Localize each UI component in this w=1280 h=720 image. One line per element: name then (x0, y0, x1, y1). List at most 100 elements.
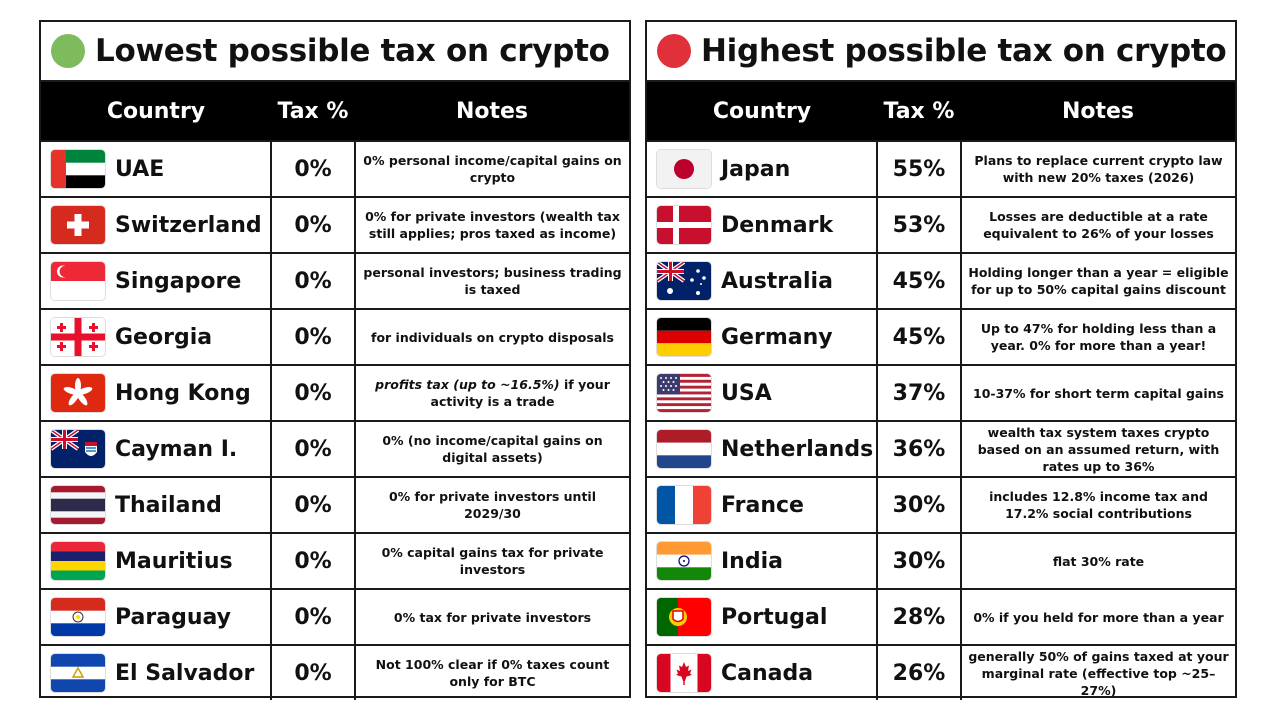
country-cell-content: India (647, 534, 876, 588)
table-row: France 30% includes 12.8% income tax and 1… (647, 476, 1235, 533)
table-row: Portugal 28% 0% if you held for more than … (647, 588, 1235, 645)
country-cell: Switzerland (41, 196, 271, 253)
note-body: Not 100% clear if 0% taxes count only fo… (375, 657, 610, 689)
country-name: India (721, 548, 783, 574)
country-cell-content: Mauritius (41, 534, 270, 588)
table-row: Australia 45% Holding longer than a year =… (647, 252, 1235, 309)
country-name: Switzerland (115, 212, 262, 238)
country-cell: Denmark (647, 196, 877, 253)
table-row: Hong Kong 0% profits tax (up to ~16.5%) if… (41, 364, 629, 421)
country-cell-content: El Salvador (41, 646, 270, 700)
note-text: wealth tax system taxes crypto based on … (960, 420, 1235, 477)
lowest-tax-table: Country Tax % Notes UAE 0% 0% personal inc… (41, 82, 629, 700)
france-flag-icon (657, 486, 711, 524)
country-cell: Mauritius (41, 532, 271, 589)
india-flag-icon (657, 542, 711, 580)
country-cell: France (647, 476, 877, 533)
tax-rate: 0% (270, 308, 355, 365)
japan-flag-icon (657, 150, 711, 188)
notes-column-header: Notes (355, 82, 629, 141)
country-cell: Canada (647, 644, 877, 700)
country-cell-content: Netherlands (647, 422, 876, 476)
table-row: Japan 55% Plans to replace current crypto … (647, 140, 1235, 197)
country-cell-content: Georgia (41, 310, 270, 364)
thailand-flag-icon (51, 486, 105, 524)
note-text: includes 12.8% income tax and 17.2% soci… (960, 476, 1235, 533)
country-name: Mauritius (115, 548, 233, 574)
table-row: Netherlands 36% wealth tax system taxes cr… (647, 420, 1235, 477)
tax-rate: 0% (270, 196, 355, 253)
mauritius-flag-icon (51, 542, 105, 580)
note-body: includes 12.8% income tax and 17.2% soci… (989, 489, 1208, 521)
table-row: El Salvador 0% Not 100% clear if 0% taxes … (41, 644, 629, 700)
table-row: Thailand 0% 0% for private investors until… (41, 476, 629, 533)
tax-rate: 30% (876, 476, 961, 533)
red-dot-icon (657, 34, 691, 68)
country-cell: Singapore (41, 252, 271, 309)
note-text: Not 100% clear if 0% taxes count only fo… (354, 644, 629, 700)
note-body: wealth tax system taxes crypto based on … (977, 424, 1220, 474)
country-name: USA (721, 380, 772, 406)
country-cell: USA (647, 364, 877, 421)
country-cell-content: Portugal (647, 590, 876, 644)
tax-rate: 0% (270, 532, 355, 589)
green-dot-icon (51, 34, 85, 68)
country-cell: Portugal (647, 588, 877, 645)
netherlands-flag-icon (657, 430, 711, 468)
country-cell: Thailand (41, 476, 271, 533)
note-text: 0% for private investors (wealth tax sti… (354, 196, 629, 253)
note-body: personal investors; business trading is … (363, 265, 622, 297)
note-text: for individuals on crypto disposals (354, 308, 629, 365)
note-body: flat 30% rate (1052, 553, 1145, 569)
country-name: Thailand (115, 492, 222, 518)
tax-rate: 0% (270, 364, 355, 421)
country-name: Japan (721, 156, 791, 182)
country-cell-content: Canada (647, 646, 876, 700)
table-row: Mauritius 0% 0% capital gains tax for priv… (41, 532, 629, 589)
note-text: profits tax (up to ~16.5%) if your activ… (354, 364, 629, 421)
country-name: Paraguay (115, 604, 231, 630)
country-cell-content: France (647, 478, 876, 532)
note-text: flat 30% rate (960, 532, 1235, 589)
table-row: USA 37% 10-37% for short term capital gain… (647, 364, 1235, 421)
country-cell: Paraguay (41, 588, 271, 645)
note-text: personal investors; business trading is … (354, 252, 629, 309)
table-row: UAE 0% 0% personal income/capital gains on… (41, 140, 629, 197)
note-text: 0% personal income/capital gains on cryp… (354, 140, 629, 197)
note-body: generally 50% of gains taxed at your mar… (968, 648, 1229, 698)
country-name: Germany (721, 324, 833, 350)
highest-tax-table: Country Tax % Notes Japan 55% Plans to rep… (647, 82, 1235, 700)
country-name: Cayman I. (115, 436, 238, 462)
country-cell: Hong Kong (41, 364, 271, 421)
country-name: El Salvador (115, 660, 255, 686)
tax-rate: 0% (270, 140, 355, 197)
tax-rate: 30% (876, 532, 961, 589)
note-body: 0% for private investors (wealth tax sti… (365, 209, 620, 241)
canada-flag-icon (657, 654, 711, 692)
country-name: Portugal (721, 604, 828, 630)
notes-column-header: Notes (961, 82, 1235, 141)
uae-flag-icon (51, 150, 105, 188)
country-cell-content: Australia (647, 254, 876, 308)
tax-rate: 0% (270, 588, 355, 645)
country-cell-content: Singapore (41, 254, 270, 308)
country-cell-content: UAE (41, 142, 270, 196)
tax-column-header: Tax % (271, 82, 355, 141)
note-text: Plans to replace current crypto law with… (960, 140, 1235, 197)
table-row: Canada 26% generally 50% of gains taxed at… (647, 644, 1235, 700)
table-row: Germany 45% Up to 47% for holding less tha… (647, 308, 1235, 365)
note-text: Holding longer than a year = eligible fo… (960, 252, 1235, 309)
note-body: Holding longer than a year = eligible fo… (968, 265, 1229, 297)
table-row: Switzerland 0% 0% for private investors (w… (41, 196, 629, 253)
singapore-flag-icon (51, 262, 105, 300)
note-text: 0% for private investors until 2029/30 (354, 476, 629, 533)
country-cell-content: Switzerland (41, 198, 270, 252)
tax-rate: 45% (876, 252, 961, 309)
germany-flag-icon (657, 318, 711, 356)
note-body: 0% if you held for more than a year (973, 609, 1224, 625)
highest-tax-panel: Highest possible tax on crypto Country T… (645, 20, 1237, 700)
australia-flag-icon (657, 262, 711, 300)
tax-rate: 53% (876, 196, 961, 253)
cayman-flag-icon (51, 430, 105, 468)
table-row: Singapore 0% personal investors; business … (41, 252, 629, 309)
